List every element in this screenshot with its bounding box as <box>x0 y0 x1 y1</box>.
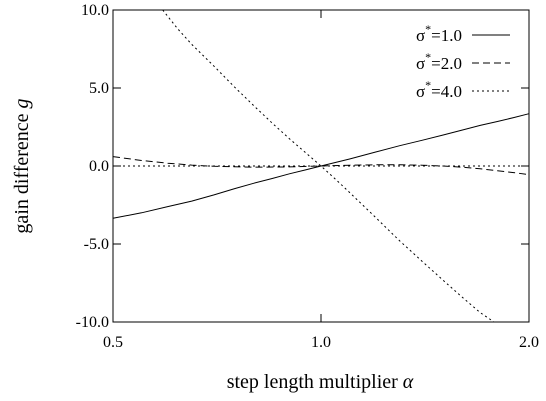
y-axis-title: gain difference g <box>11 98 33 233</box>
y-tick-label: -10.0 <box>76 314 109 331</box>
legend-value: =1.0 <box>431 26 462 45</box>
legend-value: =2.0 <box>431 54 462 73</box>
x-axis-title-symbol: α <box>403 371 414 393</box>
y-tick-label: 10.0 <box>81 2 109 19</box>
legend-label: σ*=2.0 <box>416 50 462 73</box>
series-lines <box>112 9 530 323</box>
legend-superscript: * <box>425 50 431 64</box>
legend-value: =4.0 <box>431 82 462 101</box>
y-axis-title-text: gain difference <box>11 113 33 233</box>
axis-tick-labels: -10.0 -5.0 0.0 5.0 10.0 0.5 1.0 2.0 <box>76 2 539 351</box>
series-line-1 <box>112 113 530 219</box>
legend-superscript: * <box>425 78 431 92</box>
x-tick-label: 1.0 <box>311 334 331 351</box>
y-tick-label: 5.0 <box>89 80 109 97</box>
x-tick-label: 2.0 <box>519 334 539 351</box>
x-axis-title: step length multiplier α <box>227 371 414 393</box>
y-tick-label: 0.0 <box>89 158 109 175</box>
series-line-4 <box>162 9 495 323</box>
legend-sigma: σ <box>416 26 425 45</box>
legend-label: σ*=4.0 <box>416 78 462 101</box>
x-axis-title-text: step length multiplier <box>227 371 398 393</box>
legend-superscript: * <box>425 22 431 36</box>
legend: σ*=1.0σ*=2.0σ*=4.0 <box>416 22 510 101</box>
legend-label: σ*=1.0 <box>416 22 462 45</box>
legend-sigma: σ <box>416 54 425 73</box>
x-tick-label: 0.5 <box>103 334 123 351</box>
y-axis-title-symbol: g <box>11 98 33 108</box>
legend-sigma: σ <box>416 82 425 101</box>
y-tick-label: -5.0 <box>84 236 109 253</box>
